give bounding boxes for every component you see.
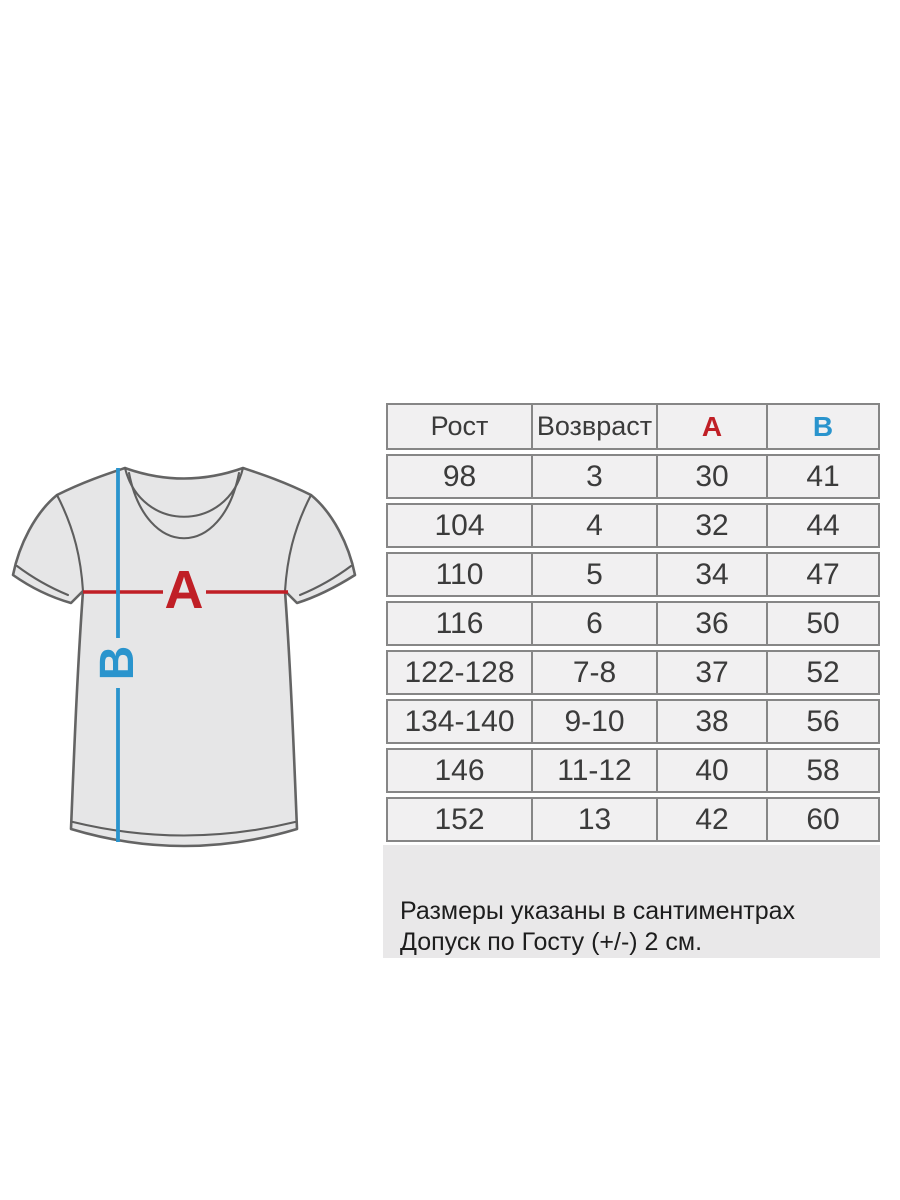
table-header-row: Рост Возвраст A B: [386, 403, 880, 450]
width-label: A: [165, 560, 204, 620]
table-cell: 44: [768, 503, 880, 548]
table-row: 104 4 32 44: [386, 503, 880, 548]
table-cell: 56: [768, 699, 880, 744]
table-cell: 50: [768, 601, 880, 646]
tshirt-svg: A B: [11, 466, 357, 848]
header-width-a: A: [658, 403, 768, 450]
table-cell: 60: [768, 797, 880, 842]
table-row: 152 13 42 60: [386, 797, 880, 842]
right-armhole-seam: [283, 493, 313, 593]
table-cell: 40: [658, 748, 768, 793]
header-height: Рост: [386, 403, 533, 450]
collar-inner-curve: [127, 471, 241, 540]
table-cell: 32: [658, 503, 768, 548]
table-cell: 41: [768, 454, 880, 499]
table-cell: 3: [533, 454, 658, 499]
table-cell: 13: [533, 797, 658, 842]
table-cell: 42: [658, 797, 768, 842]
table-row: 134-140 9-10 38 56: [386, 699, 880, 744]
tshirt-diagram: A B: [5, 445, 367, 857]
table-cell: 122-128: [386, 650, 533, 695]
table-cell: 37: [658, 650, 768, 695]
right-cuff-seam: [298, 564, 353, 597]
table-cell: 152: [386, 797, 533, 842]
table-cell: 38: [658, 699, 768, 744]
table-row: 110 5 34 47: [386, 552, 880, 597]
footnote-line1: Размеры указаны в сантиментрах: [400, 897, 796, 925]
table-cell: 6: [533, 601, 658, 646]
size-table-body: 98 3 30 41 104 4 32 44 110 5 34 47 116 6 36 50 122-128 7-…: [386, 454, 880, 842]
table-row: 122-128 7-8 37 52: [386, 650, 880, 695]
table-cell: 30: [658, 454, 768, 499]
table-cell: 110: [386, 552, 533, 597]
header-length-b: B: [768, 403, 880, 450]
size-table: Рост Возвраст A B 98 3 30 41 104 4 32 44 110 5 34 4…: [386, 399, 880, 846]
header-age: Возвраст: [533, 403, 658, 450]
table-cell: 47: [768, 552, 880, 597]
table-cell: 146: [386, 748, 533, 793]
table-row: 146 11-12 40 58: [386, 748, 880, 793]
footnote: Размеры указаны в сантиментрах Допуск по…: [383, 845, 880, 958]
table-row: 116 6 36 50: [386, 601, 880, 646]
table-cell: 7-8: [533, 650, 658, 695]
table-cell: 58: [768, 748, 880, 793]
tshirt-body: [11, 466, 357, 848]
table-cell: 98: [386, 454, 533, 499]
table-cell: 9-10: [533, 699, 658, 744]
left-cuff-seam: [15, 564, 70, 597]
table-cell: 11-12: [533, 748, 658, 793]
table-cell: 36: [658, 601, 768, 646]
table-cell: 5: [533, 552, 658, 597]
table-cell: 52: [768, 650, 880, 695]
left-armhole-seam: [55, 493, 85, 593]
table-cell: 116: [386, 601, 533, 646]
length-label: B: [91, 646, 144, 681]
footnote-line2: Допуск по Госту (+/-) 2 см.: [400, 928, 703, 956]
hem-seam: [71, 820, 297, 837]
table-cell: 4: [533, 503, 658, 548]
table-row: 98 3 30 41: [386, 454, 880, 499]
table-cell: 34: [658, 552, 768, 597]
table-cell: 104: [386, 503, 533, 548]
table-cell: 134-140: [386, 699, 533, 744]
